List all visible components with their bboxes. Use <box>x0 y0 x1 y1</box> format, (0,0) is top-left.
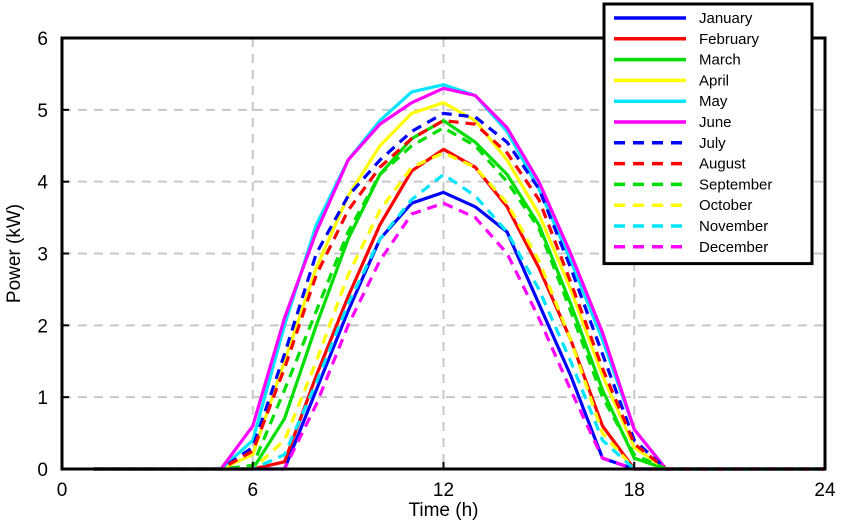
legend-label-october: October <box>699 197 752 214</box>
x-tick-label: 0 <box>57 480 68 501</box>
legend-label-january: January <box>699 10 753 27</box>
legend-label-june: June <box>699 114 732 131</box>
legend-label-july: July <box>699 135 726 152</box>
x-tick-label: 12 <box>433 480 454 501</box>
legend-label-may: May <box>699 93 728 110</box>
legend-label-march: March <box>699 52 741 69</box>
y-axis-title: Power (kW) <box>4 204 25 303</box>
y-tick-label: 4 <box>37 173 48 194</box>
legend-label-september: September <box>699 176 772 193</box>
y-tick-label: 2 <box>37 316 48 337</box>
legend-label-november: November <box>699 218 768 235</box>
y-tick-label: 1 <box>37 388 48 409</box>
x-tick-label: 24 <box>814 480 836 501</box>
y-tick-label: 0 <box>37 460 48 481</box>
x-tick-label: 18 <box>624 480 645 501</box>
y-tick-label: 5 <box>37 101 48 122</box>
legend-label-february: February <box>699 31 760 48</box>
x-axis-title: Time (h) <box>408 500 478 521</box>
legend-label-april: April <box>699 72 729 89</box>
legend-box <box>602 2 814 266</box>
legend: January February March April May June July Augu… <box>602 2 814 266</box>
legend-label-december: December <box>699 239 768 256</box>
y-tick-label: 6 <box>37 29 48 50</box>
legend-label-august: August <box>699 156 747 173</box>
y-tick-label: 3 <box>37 245 48 266</box>
axes <box>60 36 827 471</box>
x-tick-label: 6 <box>247 480 258 501</box>
